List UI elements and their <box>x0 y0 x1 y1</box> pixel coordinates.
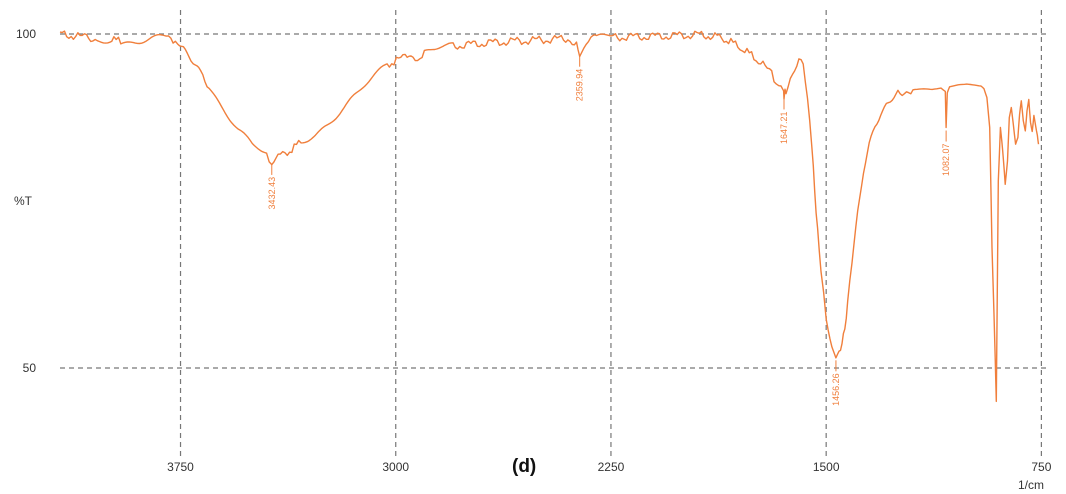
peak-label-4: 1082.07 <box>941 144 951 177</box>
y-tick-label-100: 100 <box>16 27 36 41</box>
peak-label-2: 1647.21 <box>779 112 789 145</box>
x-tick-label-3000: 3000 <box>382 460 409 474</box>
peak-labels: 3432.43 2359.94 1647.21 1456.26 1082.07 <box>267 55 951 406</box>
y-tick-label-50: 50 <box>23 361 37 375</box>
x-tick-label-3750: 3750 <box>167 460 194 474</box>
grid-lines <box>60 10 1050 458</box>
peak-label-1: 2359.94 <box>575 69 585 102</box>
x-axis-title: 1/cm <box>1018 478 1044 492</box>
peak-label-3: 1456.26 <box>831 373 841 406</box>
x-tick-label-2250: 2250 <box>598 460 625 474</box>
tick-labels: 3750 3000 2250 1500 750 100 50 <box>16 27 1052 474</box>
y-axis-title: %T <box>14 194 33 208</box>
series-line-0 <box>59 30 1040 403</box>
x-tick-label-1500: 1500 <box>813 460 840 474</box>
series-layer <box>59 30 1040 403</box>
peak-label-0: 3432.43 <box>267 177 277 210</box>
x-tick-label-750: 750 <box>1031 460 1051 474</box>
panel-label: (d) <box>512 456 536 477</box>
